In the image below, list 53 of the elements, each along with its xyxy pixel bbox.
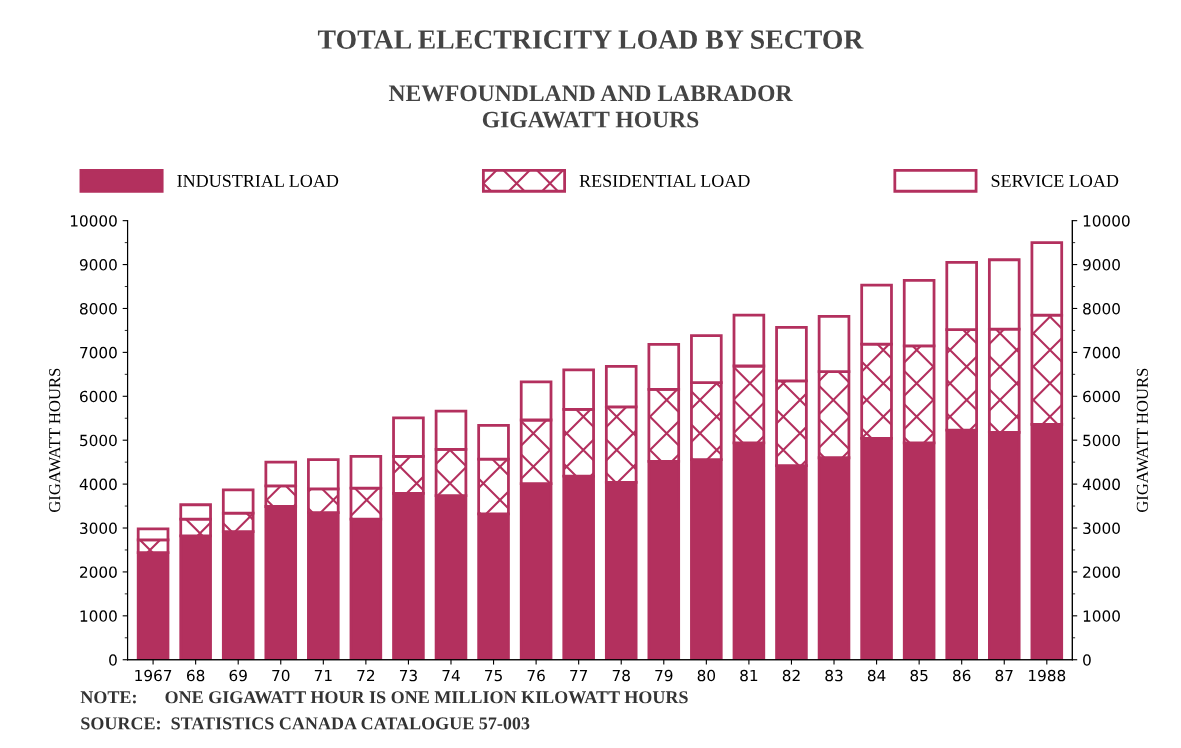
y-axis-title: GIGAWATT HOURS	[49, 368, 61, 513]
x-tick-label: 70	[272, 669, 290, 682]
x-tick-label: 1988	[1029, 669, 1066, 682]
x-tick-label: 68	[186, 669, 205, 682]
x-tick-label: 73	[399, 669, 417, 682]
y2-tick-label: 0	[1083, 654, 1091, 666]
y2-tick-label: 9000	[1083, 259, 1120, 271]
y-tick-label: 6000	[80, 390, 117, 403]
y-tick-label: 9000	[79, 259, 117, 271]
y-tick-label: 8000	[79, 302, 117, 315]
y-tick-label: 1000	[80, 610, 117, 622]
x-tick-label: 87	[995, 669, 1013, 682]
x-tick-label: 85	[910, 669, 928, 682]
y-tick-label: 0	[109, 654, 117, 666]
y-tick-label: 4000	[79, 478, 117, 491]
x-tick-label: 83	[825, 669, 843, 682]
x-tick-label: 80	[697, 669, 716, 682]
y-tick-label: 10000	[70, 215, 117, 227]
chart-title: TOTAL ELECTRICITY LOAD BY SECTOR	[317, 30, 864, 49]
legend-label: INDUSTRIAL LOAD	[177, 174, 339, 187]
y-tick-label: 2000	[80, 566, 117, 578]
y2-tick-label: 5000	[1083, 434, 1120, 447]
x-tick-label: 82	[782, 669, 800, 682]
y2-tick-label: 8000	[1083, 302, 1120, 315]
y2-tick-label: 2000	[1083, 566, 1120, 578]
y2-axis-title: GIGAWATT HOURS	[1136, 368, 1149, 513]
x-tick-label: 77	[570, 669, 588, 682]
y-tick-label: 3000	[80, 522, 117, 535]
x-tick-label: 69	[229, 669, 247, 682]
x-tick-label: 76	[527, 669, 545, 682]
source-note: SOURCE: STATISTICS CANADA CATALOGUE 57-003	[81, 717, 530, 730]
y2-tick-label: 6000	[1083, 390, 1120, 403]
x-tick-label: 84	[867, 669, 886, 682]
y2-tick-label: 1000	[1083, 610, 1120, 622]
legend-label: RESIDENTIAL LOAD	[579, 174, 750, 187]
x-tick-label: 75	[485, 669, 502, 682]
legend-label: SERVICE LOAD	[991, 174, 1119, 188]
text: NOTE: ONE GIGAWATT HOUR IS ONE MILLION KILOWATT HOURS	[80, 691, 688, 704]
y-tick-label: 7000	[80, 346, 117, 359]
x-tick-label: 1967	[135, 669, 172, 682]
x-tick-label: 86	[953, 669, 971, 682]
x-tick-label: 71	[314, 669, 332, 682]
x-tick-label: 78	[612, 669, 630, 682]
y2-tick-label: 4000	[1082, 478, 1120, 491]
x-tick-label: 81	[740, 669, 758, 682]
x-tick-label: 74	[442, 669, 460, 682]
chart-subtitle: NEWFOUNDLAND AND LABRADOR GIGAWATT HOURS	[388, 85, 793, 128]
x-tick-label: 79	[655, 669, 673, 682]
y-tick-label: 5000	[80, 434, 117, 447]
x-tick-label: 72	[357, 669, 375, 682]
y2-tick-label: 10000	[1083, 215, 1130, 227]
y2-tick-label: 3000	[1083, 522, 1120, 535]
y2-tick-label: 7000	[1083, 346, 1120, 359]
